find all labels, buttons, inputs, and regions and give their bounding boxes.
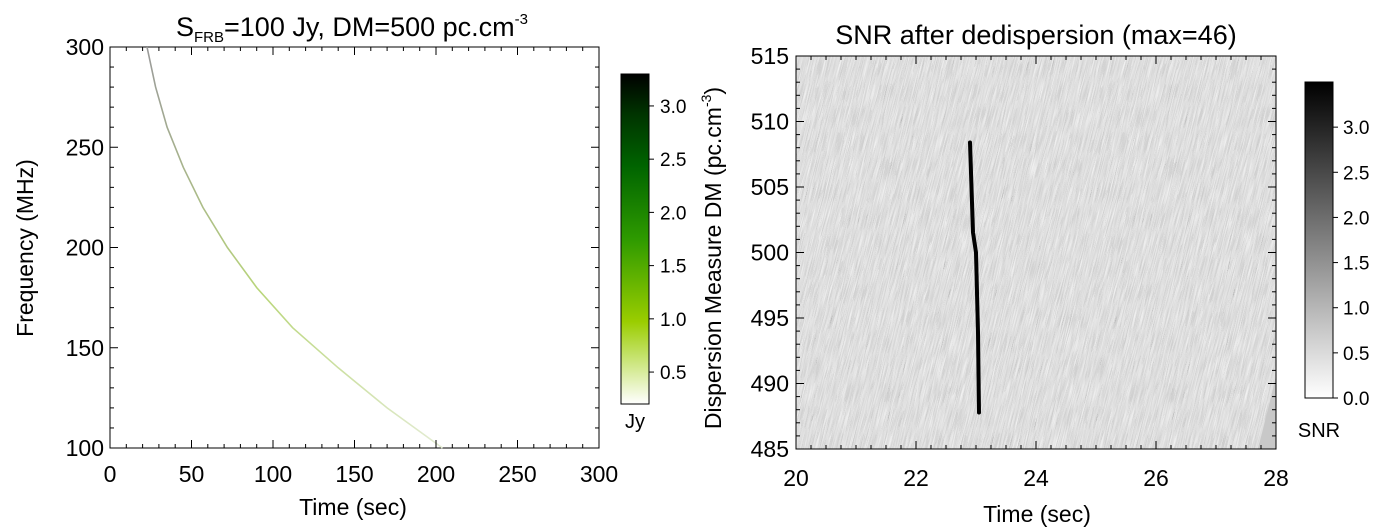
right-y-tick-label: 500 [751, 240, 789, 266]
right-colorbar-ticks: 0.0 0.5 1.0 1.5 2.0 2.5 3.0 [1333, 118, 1369, 410]
right-y-tick-label: 510 [751, 109, 789, 135]
left-x-tick-label: 50 [179, 461, 205, 487]
right-colorbar-tick-label: 3.0 [1343, 118, 1369, 139]
left-colorbar-tick-label: 2.5 [660, 150, 686, 171]
left-colorbar-tick-label: 1.5 [660, 257, 686, 278]
right-x-tick-label: 22 [903, 465, 929, 491]
left-x-tick-label: 250 [498, 461, 536, 487]
right-x-tick-label: 20 [783, 465, 809, 491]
snr-heatmap [796, 56, 1276, 449]
right-colorbar-tick-label: 0.0 [1343, 389, 1369, 410]
right-colorbar-tick-label: 1.5 [1343, 254, 1369, 275]
left-colorbar [620, 73, 650, 405]
right-x-tick-label: 24 [1023, 465, 1049, 491]
right-colorbar-label: SNR [1298, 420, 1340, 442]
right-y-tick-label: 505 [751, 174, 789, 200]
left-colorbar-label: Jy [625, 411, 645, 433]
right-y-axis-label: Dispersion Measure DM (pc.cm-3) [698, 87, 726, 429]
right-colorbar-tick-label: 1.0 [1343, 299, 1369, 320]
left-x-tick-label: 100 [254, 461, 292, 487]
right-colorbar-tick-label: 0.5 [1343, 344, 1369, 365]
dedispersed-burst-peak [968, 140, 981, 415]
left-x-axis: 0 50 100 150 200 250 300 [104, 47, 618, 487]
left-plot-frame [109, 46, 600, 449]
frb-dispersion-curve [146, 46, 443, 449]
left-y-tick-label: 100 [66, 435, 104, 461]
right-x-axis-label: Time (sec) [983, 501, 1091, 527]
left-x-tick-label: 300 [580, 461, 618, 487]
left-x-tick-label: 200 [417, 461, 455, 487]
left-colorbar-tick-label: 1.0 [660, 310, 686, 331]
left-colorbar-tick-label: 3.0 [660, 97, 686, 118]
left-chart-title: SFRB=100 Jy, DM=500 pc.cm-3 [176, 11, 528, 46]
right-x-tick-label: 28 [1263, 465, 1289, 491]
right-y-tick-label: 485 [751, 436, 789, 462]
right-x-axis: 20 22 24 26 28 [783, 56, 1289, 491]
left-x-tick-label: 0 [104, 461, 117, 487]
left-y-tick-label: 250 [66, 134, 104, 160]
right-chart-title: SNR after dedispersion (max=46) [835, 20, 1236, 50]
left-colorbar-ticks: 0.5 1.0 1.5 2.0 2.5 3.0 [649, 97, 686, 384]
right-y-tick-label: 495 [751, 305, 789, 331]
right-y-tick-label: 490 [751, 371, 789, 397]
left-colorbar-tick-label: 0.5 [660, 363, 686, 384]
left-x-tick-label: 150 [335, 461, 373, 487]
left-colorbar-tick-label: 2.0 [660, 203, 686, 224]
right-y-tick-label: 515 [751, 43, 789, 69]
frb-signal-panel: SFRB=100 Jy, DM=500 pc.cm-3 100 150 200 250… [12, 11, 686, 520]
right-y-axis: 485 490 495 500 505 510 515 [751, 43, 1276, 462]
left-y-axis-label: Frequency (MHz) [12, 159, 38, 337]
right-colorbar [1304, 81, 1334, 399]
left-y-axis: 100 150 200 250 300 [66, 34, 599, 461]
right-x-tick-label: 26 [1143, 465, 1169, 491]
left-y-tick-label: 300 [66, 34, 104, 60]
dedispersion-snr-panel: SNR after dedispersion (max=46) 485 490 49… [698, 20, 1369, 527]
left-y-tick-label: 200 [66, 235, 104, 261]
left-y-tick-label: 150 [66, 335, 104, 361]
right-colorbar-tick-label: 2.5 [1343, 163, 1369, 184]
right-colorbar-tick-label: 2.0 [1343, 208, 1369, 229]
left-x-axis-label: Time (sec) [299, 494, 407, 520]
